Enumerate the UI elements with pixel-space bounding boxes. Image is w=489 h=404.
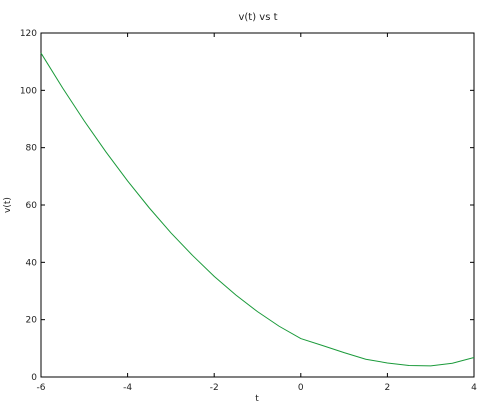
chart-title: v(t) vs t bbox=[238, 12, 277, 23]
series-layer bbox=[40, 52, 475, 367]
x-tick-label: 4 bbox=[471, 383, 477, 393]
plot-area bbox=[40, 32, 475, 378]
y-tick-label: 20 bbox=[26, 316, 38, 326]
x-tick-label: 0 bbox=[298, 383, 304, 393]
x-tick-label: 2 bbox=[385, 383, 391, 393]
y-tick-label: 80 bbox=[26, 144, 38, 154]
y-tick-label: 60 bbox=[26, 201, 38, 211]
x-tick-label: -6 bbox=[37, 383, 46, 393]
x-tick-label: -4 bbox=[123, 383, 132, 393]
y-tick-label: 120 bbox=[20, 29, 37, 39]
y-tick-label: 0 bbox=[31, 373, 37, 383]
y-axis-label: v(t) bbox=[3, 197, 13, 213]
y-tick-label: 40 bbox=[26, 258, 38, 268]
series-line bbox=[40, 52, 475, 367]
x-tick-label: -2 bbox=[210, 383, 219, 393]
y-tick-label: 100 bbox=[20, 86, 37, 96]
x-axis-label: t bbox=[255, 394, 259, 404]
